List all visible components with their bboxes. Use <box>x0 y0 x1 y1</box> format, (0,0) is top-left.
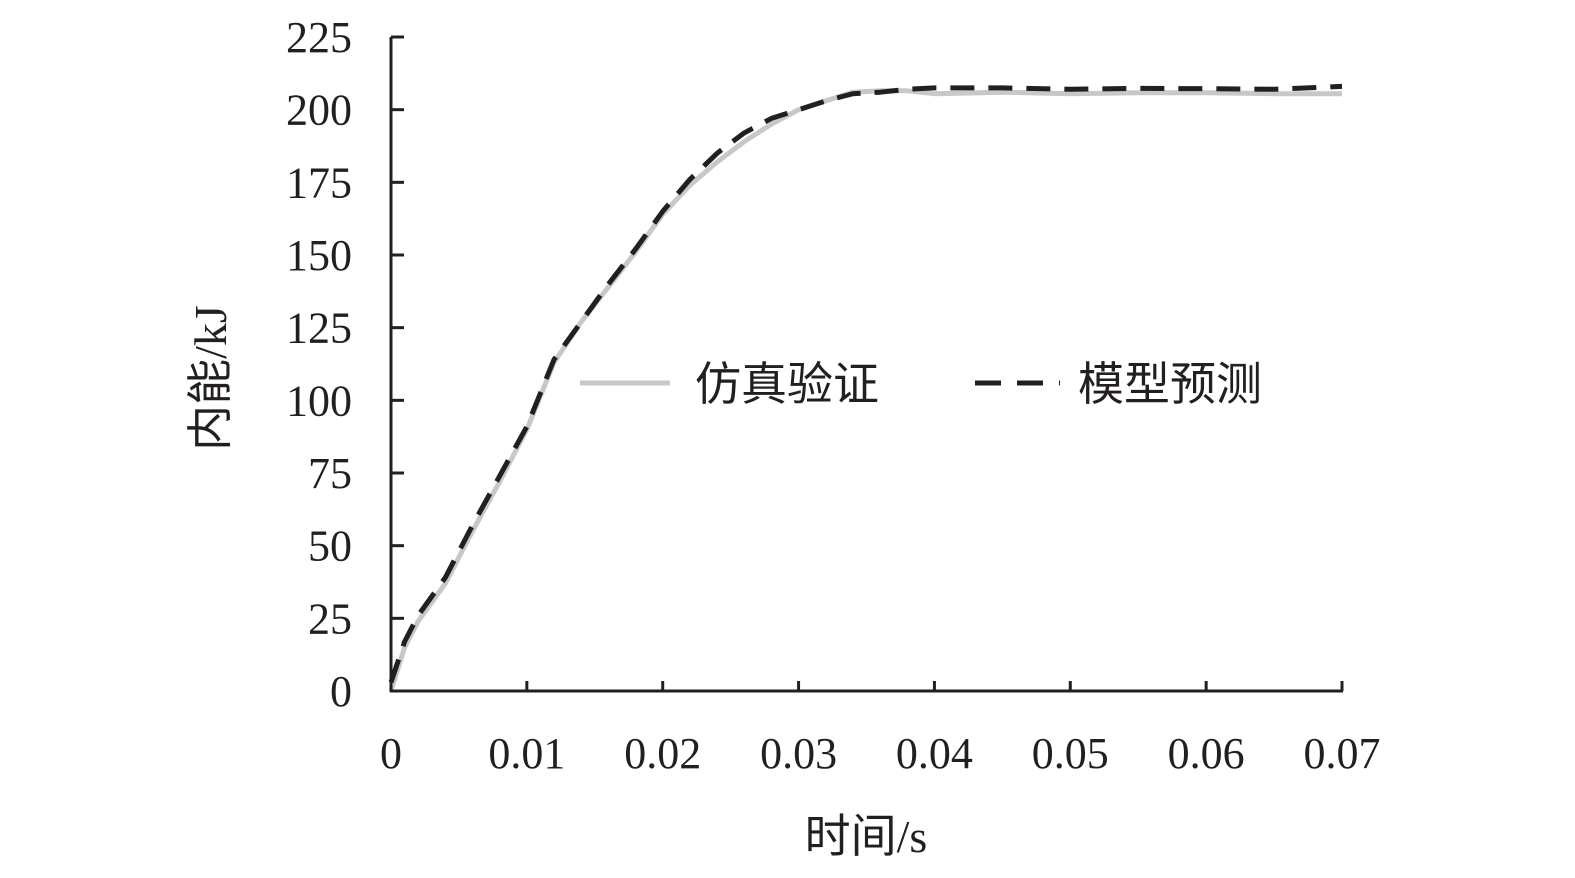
x-tick-label: 0.05 <box>1032 729 1109 778</box>
x-axis-ticks: 0 0.01 0.02 0.03 0.04 0.05 0.06 0.07 <box>380 681 1381 778</box>
y-tick-label: 175 <box>286 158 352 207</box>
x-tick-label: 0.01 <box>488 729 565 778</box>
model-prediction-line <box>388 83 1343 684</box>
y-tick-label: 50 <box>308 522 352 571</box>
simulation-line <box>388 88 1342 692</box>
y-tick-label: 125 <box>286 304 352 353</box>
y-tick-label: 25 <box>308 594 352 643</box>
y-tick-label: 0 <box>330 667 352 716</box>
legend-label-simulation: 仿真验证 <box>695 359 879 410</box>
legend: 仿真验证 模型预测 <box>580 359 1262 410</box>
y-tick-label: 100 <box>286 376 352 425</box>
y-axis-label: 内能/kJ <box>185 305 236 451</box>
x-tick-label: 0.04 <box>896 729 973 778</box>
axes <box>389 37 1343 693</box>
x-tick-label: 0 <box>380 729 402 778</box>
y-tick-label: 150 <box>286 231 352 280</box>
y-axis-ticks: 0 25 50 75 100 125 150 175 200 225 <box>286 13 404 716</box>
x-tick-label: 0.03 <box>760 729 837 778</box>
x-tick-label: 0.06 <box>1168 729 1245 778</box>
legend-label-model: 模型预测 <box>1078 359 1262 410</box>
y-tick-label: 75 <box>308 449 352 498</box>
y-tick-label: 200 <box>286 86 352 135</box>
y-tick-label: 225 <box>286 13 352 62</box>
x-tick-label: 0.02 <box>624 729 701 778</box>
x-tick-label: 0.07 <box>1304 729 1381 778</box>
x-axis-label: 时间/s <box>805 811 928 862</box>
plot-lines <box>388 83 1343 692</box>
